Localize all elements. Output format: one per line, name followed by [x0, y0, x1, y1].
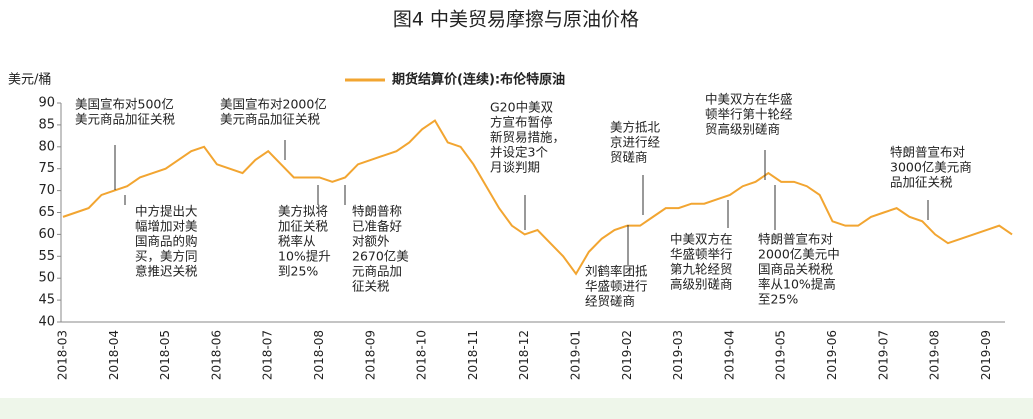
annotation-text: 中美双方在	[670, 232, 733, 247]
annotation-text: 元商品加	[352, 264, 402, 279]
annotation-text: 税率从	[278, 234, 316, 249]
footer-band	[0, 398, 1033, 419]
x-tick-label: 2019-05	[774, 330, 788, 380]
y-tick-label: 85	[38, 117, 55, 132]
x-tick-label: 2018-06	[209, 330, 223, 380]
annotation-text: 特朗普称	[352, 204, 402, 219]
annotation-text: 2670亿美	[352, 249, 409, 264]
y-tick-label: 90	[38, 96, 55, 111]
annotation-text: 买，美方同	[135, 249, 198, 264]
x-tick-label: 2018-09	[363, 330, 377, 380]
x-tick-label: 2019-01	[569, 330, 583, 380]
annotation-text: 2000亿美元中	[758, 247, 840, 262]
y-tick-label: 65	[38, 205, 55, 220]
y-tick-label: 70	[38, 183, 55, 198]
annotation-text: 幅增加对美	[135, 219, 198, 234]
x-tick-label: 2018-08	[312, 330, 326, 380]
annotation-text: 美方抵北	[610, 120, 661, 135]
annotation-text: 10%提升	[278, 249, 331, 264]
annotation-text: 意推迟关税	[135, 264, 198, 279]
annotation-text: 第九轮经贸	[670, 262, 733, 277]
annotation-text: 加征关税	[278, 219, 329, 234]
annotation-text: 并设定3个	[490, 145, 548, 160]
annotation-text: 特朗普宣布对	[758, 232, 833, 247]
x-tick-label: 2019-02	[620, 330, 634, 380]
x-tick-label: 2018-05	[158, 330, 172, 380]
annotation-text: 华盛顿举行	[670, 247, 733, 262]
x-tick-label: 2018-04	[107, 330, 121, 380]
annotation-text: 高级别磋商	[670, 277, 733, 292]
x-tick-label: 2019-08	[928, 330, 942, 380]
y-tick-label: 75	[38, 161, 55, 176]
annotation-text: 贸高级别磋商	[705, 122, 780, 137]
legend-label: 期货结算价(连续):布伦特原油	[392, 72, 565, 88]
annotation-text: 华盛顿进行	[585, 279, 648, 294]
x-tick-label: 2018-07	[261, 330, 275, 380]
annotation-text: 经贸磋商	[585, 294, 635, 309]
annotation-text: 顿举行第十轮经	[705, 107, 793, 122]
x-tick-label: 2019-03	[671, 330, 685, 380]
x-tick-label: 2019-07	[876, 330, 890, 380]
annotation-text: 新贸易措施，	[490, 130, 565, 145]
annotation-text: 贸磋商	[610, 150, 648, 165]
annotation-text: 美国宣布对500亿	[75, 97, 174, 112]
annotation-text: 至25%	[758, 292, 798, 307]
y-tick-label: 50	[38, 271, 55, 286]
annotation-text: 方宣布暂停	[490, 115, 553, 130]
annotation-text: 3000亿美元商	[890, 160, 972, 175]
annotation-text: 已准备好	[352, 219, 402, 234]
annotation-text: 美方拟将	[278, 204, 328, 219]
annotation-text: 美国宣布对2000亿	[220, 97, 327, 112]
x-tick-label: 2019-09	[979, 330, 993, 380]
annotation-text: 品加征关税	[890, 175, 953, 190]
annotation-text: 对额外	[352, 234, 390, 249]
annotation-text: 特朗普宣布对	[890, 145, 965, 160]
x-tick-label: 2018-12	[517, 330, 531, 380]
annotation-text: 刘鹤率团抵	[585, 264, 648, 279]
annotation-text: 中美双方在华盛	[705, 92, 793, 107]
annotation-text: 率从10%提高	[758, 277, 836, 292]
y-tick-label: 40	[38, 315, 55, 330]
annotation-text: 到25%	[278, 264, 318, 279]
y-tick-label: 45	[38, 293, 55, 308]
x-tick-label: 2018-10	[415, 330, 429, 380]
x-tick-label: 2018-11	[466, 330, 480, 380]
annotation-text: 中方提出大	[135, 204, 198, 219]
annotation-text: 美元商品加征关税	[220, 112, 321, 127]
y-tick-label: 80	[38, 139, 55, 154]
x-tick-label: 2018-03	[56, 330, 70, 380]
annotation-text: 京进行经	[610, 135, 661, 150]
chart-title: 图4 中美贸易摩擦与原油价格	[393, 9, 639, 31]
annotation-text: 国商品关税税	[758, 262, 834, 277]
x-tick-label: 2019-04	[722, 330, 736, 380]
y-axis-label: 美元/桶	[8, 73, 51, 88]
annotation-text: 美元商品加征关税	[75, 112, 176, 127]
price-line	[62, 119, 1013, 276]
annotation-text: 征关税	[352, 279, 390, 294]
annotation-text: 国商品的购	[135, 234, 198, 249]
annotation-text: 月谈判期	[490, 160, 540, 175]
x-tick-label: 2019-06	[825, 330, 839, 380]
y-tick-label: 60	[38, 227, 55, 242]
y-tick-label: 55	[38, 249, 55, 264]
annotation-text: G20中美双	[490, 100, 554, 115]
